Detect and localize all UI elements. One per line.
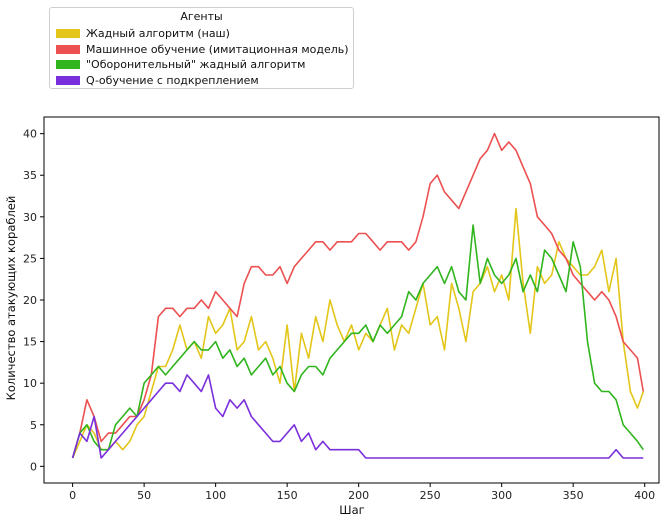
legend-swatch-greedy [56, 28, 80, 38]
series-line-ml [71, 132, 645, 459]
x-tick-label: 350 [563, 489, 584, 502]
legend-label-greedy: Жадный алгоритм (наш) [86, 26, 230, 40]
y-tick-label: 10 [23, 377, 37, 390]
y-tick-label: 40 [23, 128, 37, 141]
x-axis: 0 50 100 150 200 250 300 350 400 [69, 483, 655, 502]
y-tick-label: 15 [23, 336, 37, 349]
series-line-qlearn [71, 374, 644, 459]
series-line-defensive [71, 224, 644, 459]
legend-title: Агенты [180, 10, 223, 23]
legend-item-ml: Машинное обучение (имитационная модель) [56, 42, 349, 56]
x-tick-label: 400 [634, 489, 655, 502]
x-tick-label: 0 [69, 489, 76, 502]
plot-area [43, 116, 660, 484]
y-tick-label: 30 [23, 211, 37, 224]
y-tick-label: 5 [30, 419, 37, 432]
legend-label-defensive: "Оборонительный" жадный алгоритм [86, 57, 306, 71]
legend-swatch-ml [56, 44, 80, 54]
legend-swatch-qlearn [56, 75, 80, 85]
y-tick-label: 25 [23, 252, 37, 265]
y-tick-label: 20 [23, 294, 37, 307]
x-tick-label: 150 [277, 489, 298, 502]
x-tick-label: 100 [205, 489, 226, 502]
y-axis-label: Количество атакующих кораблей [4, 196, 18, 401]
legend-item-greedy: Жадный алгоритм (наш) [56, 26, 230, 40]
y-axis: 0 5 10 15 20 25 30 35 40 [23, 128, 44, 473]
series-line-greedy [71, 207, 645, 459]
x-tick-label: 200 [348, 489, 369, 502]
y-tick-label: 35 [23, 169, 37, 182]
legend-item-qlearn: Q-обучение с подкреплением [56, 73, 259, 87]
legend-item-defensive: "Оборонительный" жадный алгоритм [56, 57, 305, 71]
y-tick-label: 0 [30, 460, 37, 473]
legend-label-qlearn: Q-обучение с подкреплением [86, 73, 259, 87]
legend-label-ml: Машинное обучение (имитационная модель) [86, 42, 349, 56]
x-tick-label: 300 [491, 489, 512, 502]
legend-swatch-defensive [56, 59, 80, 69]
x-tick-label: 50 [137, 489, 151, 502]
x-axis-label: Шаг [339, 503, 364, 517]
legend: Агенты Жадный алгоритм (наш) Машинное об… [49, 7, 354, 89]
x-tick-label: 250 [420, 489, 441, 502]
series-layer [71, 132, 645, 459]
